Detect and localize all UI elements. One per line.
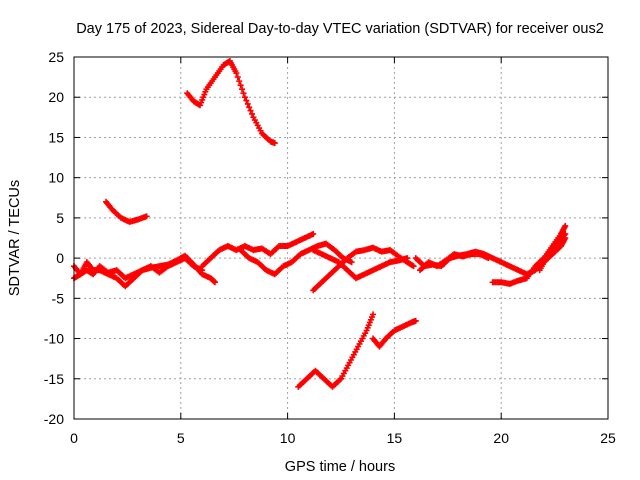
data-point: [249, 110, 255, 117]
x-tick-label: 15: [387, 430, 403, 446]
x-axis-label: GPS time / hours: [285, 459, 395, 475]
y-axis-label: SDTVAR / TECUs: [7, 180, 23, 296]
data-point: [233, 70, 240, 77]
y-tick-label: -10: [44, 331, 64, 347]
data-point: [562, 230, 569, 237]
x-tick-label: 20: [493, 430, 509, 446]
data-layer: [71, 58, 569, 390]
y-tick-label: 15: [48, 129, 64, 145]
data-point: [240, 90, 247, 97]
data-point: [236, 78, 243, 85]
data-point: [310, 230, 317, 237]
series-arc-13: [489, 222, 569, 287]
chart-title: Day 175 of 2023, Sidereal Day-to-day VTE…: [76, 21, 604, 37]
series-arc-14: [536, 230, 569, 274]
series-arc-4: [184, 58, 278, 147]
data-point: [271, 140, 278, 147]
y-tick-label: 10: [48, 170, 64, 186]
series-arc-8: [310, 244, 417, 294]
y-tick-label: 0: [56, 250, 64, 266]
series-arc-10: [370, 317, 419, 350]
x-tick-label: 0: [70, 430, 78, 446]
y-tick-label: 20: [48, 89, 64, 105]
series-arc-3: [103, 198, 150, 225]
data-point: [237, 82, 244, 89]
x-tick-label: 10: [280, 430, 296, 446]
series-arc-9: [295, 311, 377, 390]
series-arc-6: [237, 240, 355, 278]
data-point: [244, 100, 251, 107]
data-point: [348, 259, 355, 266]
y-tick-label: -5: [52, 290, 65, 306]
data-point: [239, 86, 246, 93]
y-tick-label: 25: [48, 49, 64, 65]
x-tick-label: 25: [600, 430, 616, 446]
series-arc-5: [199, 230, 317, 270]
plot-frame: [73, 56, 609, 420]
data-point: [246, 104, 253, 111]
x-tick-label: 5: [177, 430, 185, 446]
data-point: [211, 279, 218, 286]
data-point: [241, 94, 248, 101]
axes: 0 5 10 15 20 25 25 20 15 10 5 0 -5 -10 -15 -20: [44, 49, 616, 446]
data-point: [562, 222, 569, 229]
data-point: [370, 311, 377, 318]
data-point: [143, 213, 150, 220]
data-point: [243, 97, 250, 104]
data-point: [247, 107, 254, 114]
y-tick-label: -20: [44, 411, 64, 427]
y-tick-label: 5: [56, 210, 64, 226]
data-point: [234, 74, 241, 81]
data-point: [410, 263, 417, 270]
series-arc-12: [417, 251, 492, 274]
data-point: [412, 317, 419, 324]
grid-lines: [74, 57, 608, 419]
series-arc-2: [71, 255, 206, 282]
y-tick-label: -15: [44, 371, 64, 387]
data-point: [485, 255, 492, 262]
